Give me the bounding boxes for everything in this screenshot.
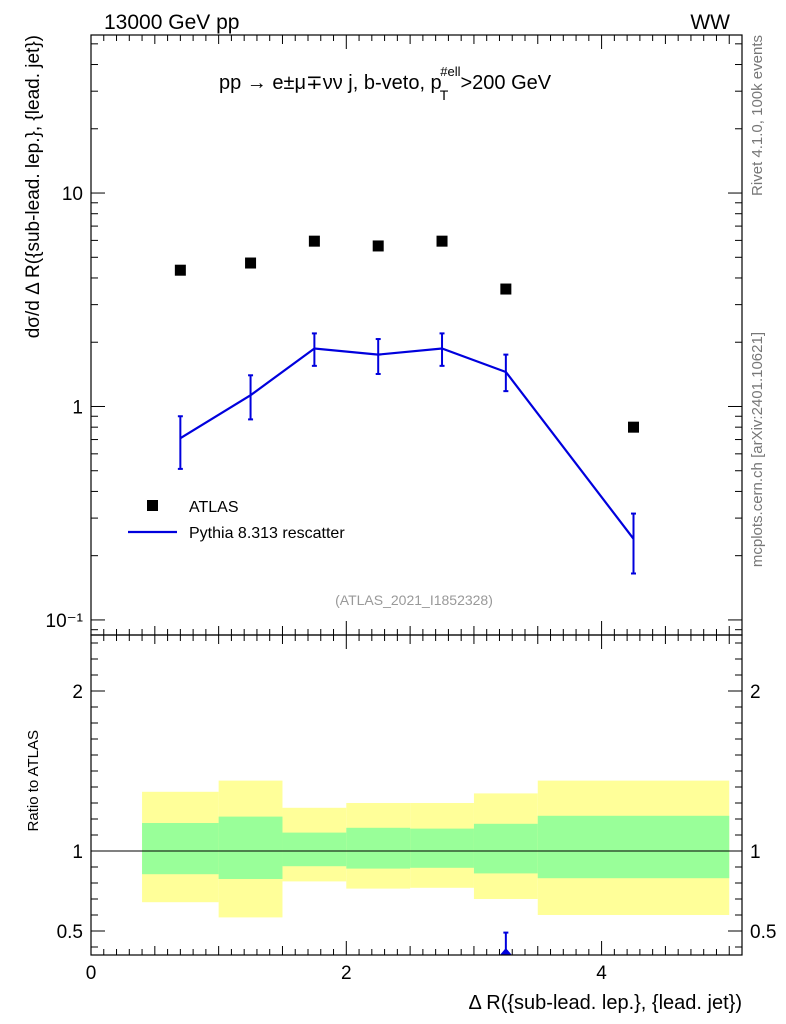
x-tick-label: 0 <box>86 963 97 984</box>
ratio-plot-content <box>91 780 742 955</box>
main-ticks: 10 1 10⁻¹ <box>46 35 742 635</box>
ratio-y-tick-label-right: 1 <box>750 842 761 863</box>
x-tick-label: 2 <box>341 963 352 984</box>
title-subscript: T <box>440 87 449 103</box>
ratio-band-inner <box>346 827 411 869</box>
ratio-y-tick-label-left: 0.5 <box>57 922 83 943</box>
ratio-y-tick-label-left: 2 <box>72 682 83 703</box>
main-plot-content <box>174 235 639 575</box>
y-tick-label: 10 <box>62 184 83 205</box>
analysis-tag: (ATLAS_2021_I1852328) <box>335 592 493 608</box>
atlas-data-point <box>500 283 512 295</box>
x-axis-label: Δ R({sub-lead. lep.}, {lead. jet}) <box>468 992 742 1014</box>
energy-label: 13000 GeV pp <box>104 11 239 34</box>
mcplots-label: mcplots.cern.ch [arXiv:2401.10621] <box>749 332 766 567</box>
title-main-text: pp → e±μ∓νν j, b-veto, p <box>219 72 442 94</box>
atlas-data-point <box>308 235 320 247</box>
atlas-data-point <box>245 257 257 269</box>
y-tick-label: 1 <box>72 397 83 418</box>
ratio-ticks: 2 21 10.5 0.50 2 4 <box>57 635 776 984</box>
ratio-band-inner <box>410 828 474 868</box>
ratio-band-inner <box>537 815 730 879</box>
ratio-y-tick-label-right: 2 <box>750 682 761 703</box>
ratio-band-inner <box>142 823 219 875</box>
main-panel: 10 1 10⁻¹ pp → e±μ∓νν j, b-veto, p T #ell>20… <box>23 34 743 636</box>
y-tick-label: 10⁻¹ <box>46 611 84 632</box>
legend-atlas-label: ATLAS <box>189 499 239 516</box>
legend: ATLAS Pythia 8.313 rescatter <box>128 499 345 542</box>
title-superscript: #ell <box>440 64 460 79</box>
ratio-band-inner <box>473 823 538 874</box>
ratio-y-axis-label: Ratio to ATLAS <box>25 730 42 831</box>
y-axis-label: dσ/d Δ R({sub-lead. lep.}, {lead. jet}) <box>23 35 44 338</box>
pythia-line <box>179 347 635 540</box>
ratio-panel: 2 21 10.5 0.50 2 4 Ratio to ATLAS Δ R({sub-le… <box>25 634 776 1014</box>
title-tail: >200 GeV <box>461 72 552 94</box>
atlas-data-point <box>174 264 186 276</box>
ratio-y-tick-label-left: 1 <box>72 842 83 863</box>
ratio-frame <box>90 634 743 956</box>
legend-atlas-marker <box>147 500 158 511</box>
atlas-data-point <box>628 421 639 433</box>
rivet-version-label: Rivet 4.1.0, 100k events <box>749 35 766 196</box>
legend-pythia-label: Pythia 8.313 rescatter <box>189 525 345 542</box>
ratio-band-inner <box>218 816 283 879</box>
x-tick-label: 4 <box>596 963 607 984</box>
main-title: pp → e±μ∓νν j, b-veto, p T #ell>200 GeV <box>219 64 552 103</box>
ratio-band-inner <box>282 832 347 867</box>
atlas-data-point <box>372 240 384 252</box>
ratio-offscale-arrow <box>499 948 512 955</box>
main-frame <box>90 34 743 636</box>
atlas-data-point <box>436 235 448 247</box>
ratio-y-tick-label-right: 0.5 <box>750 922 776 943</box>
process-tag: WW <box>690 11 730 34</box>
